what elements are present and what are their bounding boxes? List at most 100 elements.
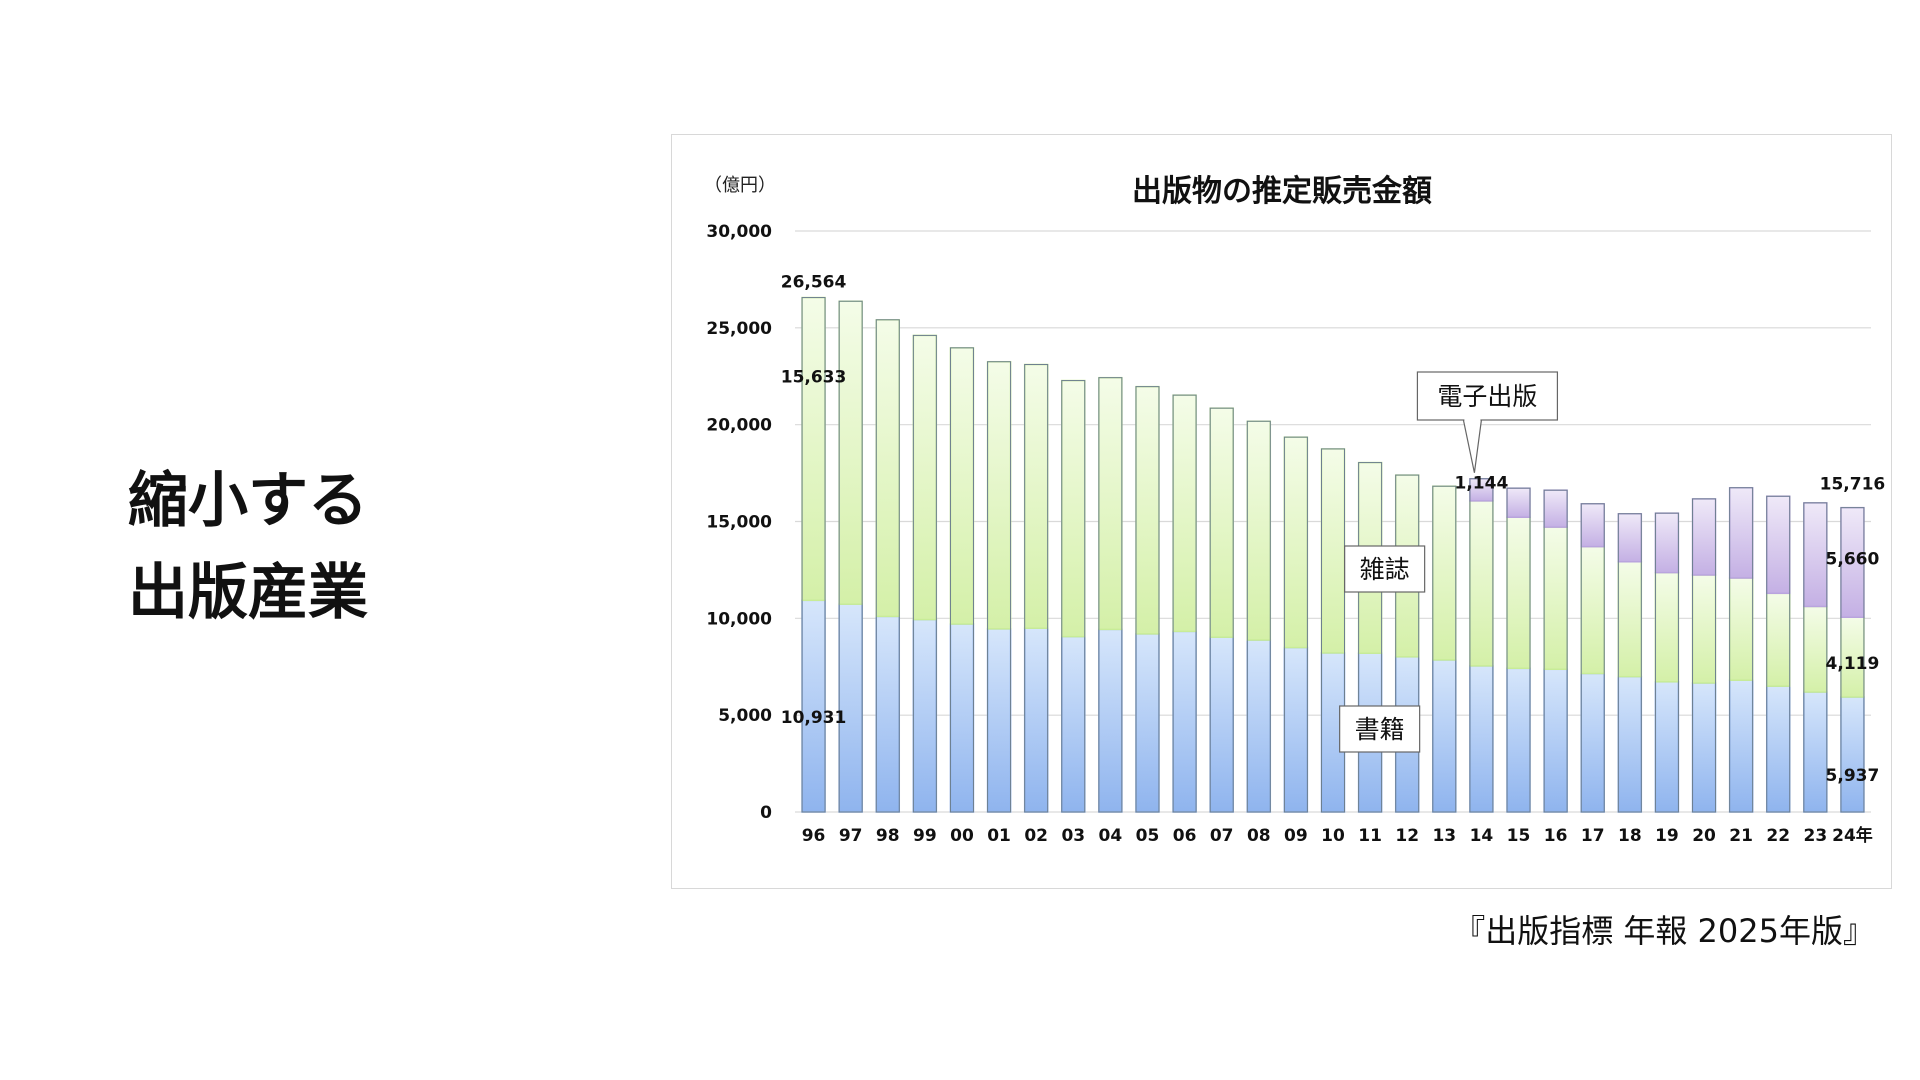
x-tick-label: 13	[1432, 826, 1456, 846]
bar-magazines	[801, 296, 826, 602]
bar-books	[1209, 636, 1234, 813]
data-labels: 26,564 15,633 10,931 15,716 5,660 4,119 5,937 1…	[781, 273, 1886, 786]
bar-ebooks	[1803, 502, 1828, 608]
bar-magazines	[1135, 385, 1160, 635]
callout-magazines-text: 雑誌	[1360, 555, 1410, 584]
bar-magazines	[1246, 420, 1272, 641]
callout-magazines-box	[1344, 545, 1426, 593]
x-tick-label: 07	[1210, 826, 1234, 846]
chart-title: 出版物の推定販売金額	[1132, 174, 1432, 209]
bar-books	[1654, 681, 1680, 813]
bar-magazines	[1209, 407, 1234, 638]
callout-ebooks: 電子出版	[1416, 371, 1559, 473]
bar-books	[1432, 659, 1457, 813]
x-tick-label: 96	[802, 826, 826, 846]
callout-books: 書籍	[1339, 705, 1421, 753]
x-tick-label: 24年	[1832, 825, 1873, 846]
bar-magazines	[1023, 363, 1049, 629]
bar-magazines	[1543, 526, 1568, 671]
bar-outline	[1506, 487, 1531, 813]
bar-books	[1765, 685, 1791, 813]
bar-books	[1172, 630, 1197, 813]
x-tick-label: 02	[1024, 826, 1048, 846]
x-tick-labels: 96 97 98 99 00 01 02 03 04 05 06 07 08 09 10 11 12 13 14 15…	[802, 825, 1873, 846]
chart-frame: （億円） 出版物の推定販売金額 0 5,000 10,000 15,000 20,000…	[671, 134, 1892, 889]
y-unit-label: （億円）	[704, 175, 776, 196]
bar-outline	[1209, 407, 1234, 813]
bar-outline	[949, 347, 974, 813]
bar-outline	[1283, 436, 1308, 813]
x-tick-label: 97	[839, 826, 863, 846]
bar-outline	[1543, 489, 1568, 813]
bar-ebooks	[1506, 487, 1531, 518]
bar-ebooks	[1617, 513, 1643, 563]
bar-books	[1283, 646, 1309, 813]
bar-magazines	[912, 334, 938, 621]
x-tick-label: 19	[1655, 826, 1679, 846]
bar-magazines	[1320, 448, 1346, 654]
bar-magazines	[1283, 436, 1309, 649]
bar-outline	[1654, 512, 1679, 813]
data-label-total-24: 15,716	[1820, 475, 1886, 495]
x-tick-label: 16	[1544, 826, 1568, 846]
y-tick-label: 15,000	[706, 513, 772, 533]
x-tick-label: 12	[1395, 826, 1419, 846]
bar-books	[912, 618, 938, 813]
callout-books-box	[1339, 705, 1421, 753]
bar-ebooks	[1654, 512, 1680, 574]
data-label-magazines-24: 4,119	[1826, 654, 1880, 674]
x-tick-label: 00	[950, 826, 974, 846]
bar-magazines	[949, 347, 975, 625]
bar-outline	[912, 334, 937, 813]
data-label-ebooks-14: 1,144	[1455, 473, 1509, 493]
bar-outline	[1061, 380, 1086, 813]
bar-outline	[1098, 377, 1123, 813]
bar-outline	[1246, 420, 1271, 813]
bar-outline	[1320, 448, 1346, 813]
x-tick-label: 14	[1470, 826, 1494, 846]
bar-books	[1840, 696, 1865, 813]
bar-ebooks	[1765, 495, 1791, 595]
bar-outline	[875, 319, 900, 813]
bar-magazines	[1654, 571, 1680, 683]
data-label-books-96: 10,931	[781, 708, 847, 728]
bar-magazines	[838, 300, 863, 605]
callout-books-text: 書籍	[1355, 715, 1405, 744]
bar-books	[1803, 691, 1828, 813]
bar-books	[1728, 679, 1754, 813]
bar-magazines	[986, 360, 1012, 630]
bar-outline	[1840, 507, 1865, 813]
bar-outline	[1172, 394, 1197, 813]
callout-magazines: 雑誌	[1344, 545, 1426, 593]
y-tick-labels: 0 5,000 10,000 15,000 20,000 25,000 30,000	[706, 222, 772, 823]
data-label-magazines-96: 15,633	[781, 367, 847, 387]
data-label-total-96: 26,564	[781, 273, 847, 293]
x-tick-label: 15	[1507, 826, 1531, 846]
x-tick-label: 23	[1804, 826, 1828, 846]
bar-magazines	[1506, 516, 1531, 670]
x-tick-label: 20	[1692, 826, 1716, 846]
bar-books	[1023, 627, 1049, 813]
bar-magazines	[1469, 500, 1494, 667]
callout-ebooks-tail	[1462, 419, 1483, 473]
bar-outline	[987, 361, 1012, 813]
bar-outline	[1358, 462, 1383, 813]
slide-heading: 縮小する 出版産業	[128, 455, 368, 639]
bar-outline	[1766, 495, 1791, 813]
bar-magazines	[1617, 561, 1643, 678]
bar-books	[1061, 635, 1086, 813]
bar-books	[875, 615, 901, 813]
x-tick-label: 04	[1099, 826, 1123, 846]
bar-outline	[1617, 513, 1642, 813]
bar-outline	[838, 300, 863, 813]
bar-magazines	[875, 319, 901, 618]
bar-books	[949, 623, 975, 813]
bar-books	[1543, 668, 1568, 813]
callout-ebooks-text: 電子出版	[1437, 382, 1537, 411]
callout-ebooks-box	[1416, 371, 1559, 421]
bar-outline	[1135, 386, 1160, 813]
bar-outline	[1729, 487, 1754, 813]
bar-outline	[1580, 503, 1605, 813]
bar-outline	[801, 297, 826, 813]
